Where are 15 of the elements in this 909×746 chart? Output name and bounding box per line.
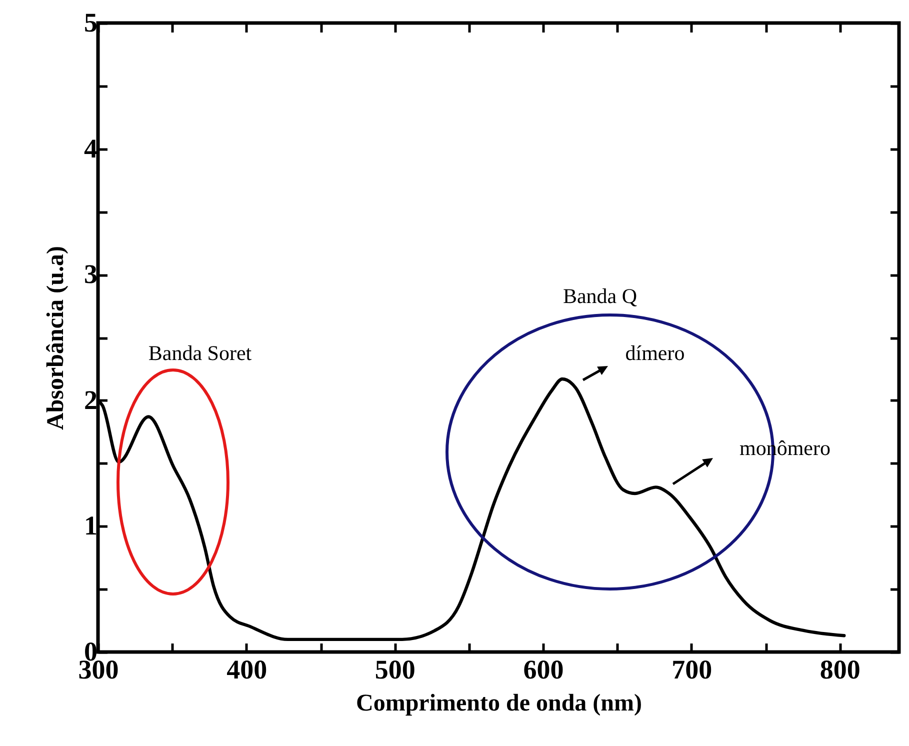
x-axis-title: Comprimento de onda (nm): [356, 690, 642, 716]
y-tick-label: 2: [84, 384, 98, 415]
y-axis-title: Absorbância (u.a): [43, 246, 69, 430]
x-tick-label: 500: [374, 654, 416, 684]
x-tick-label: 800: [820, 654, 860, 684]
annotation: dímero: [625, 340, 685, 365]
x-tick-label: 400: [226, 654, 268, 684]
y-tick-label: 4: [84, 133, 98, 164]
x-tick-label: 600: [523, 654, 564, 684]
annotation: Banda Soret: [148, 340, 252, 365]
x-tick-label: 700: [672, 654, 712, 684]
annotation: Banda Q: [562, 284, 638, 308]
y-tick-label: 3: [84, 259, 98, 290]
y-tick-label: 1: [84, 510, 98, 541]
y-tick-label: 5: [84, 8, 98, 38]
